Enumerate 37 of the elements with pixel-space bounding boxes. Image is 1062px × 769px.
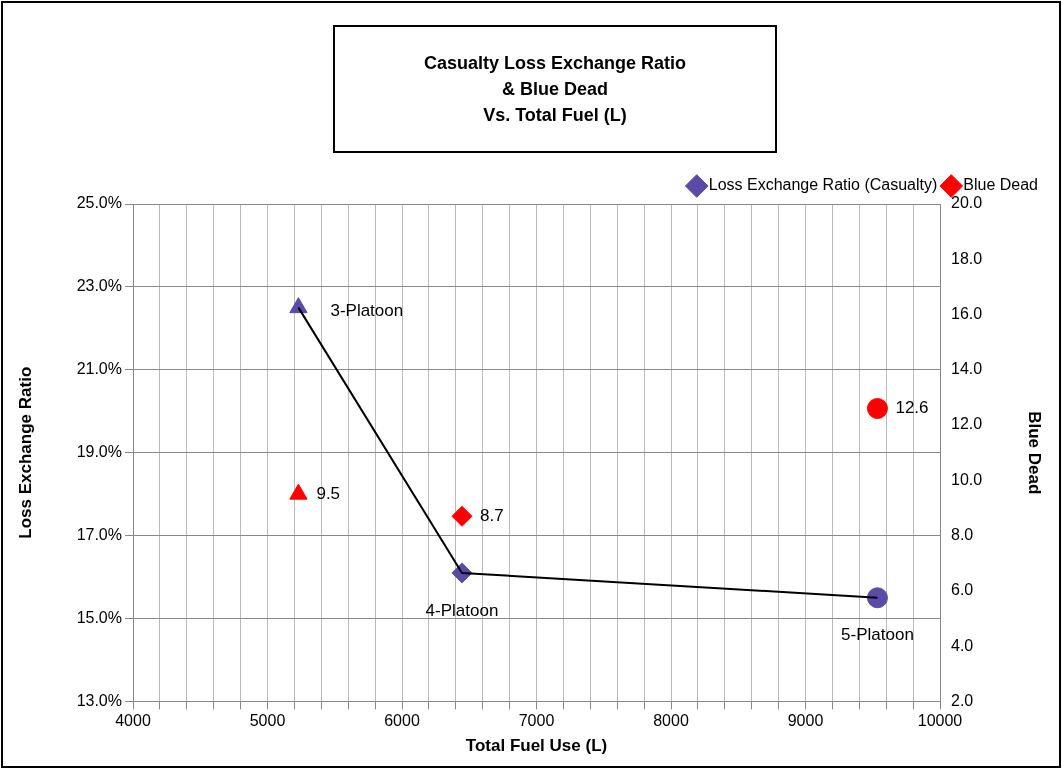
chart-title: Casualty Loss Exchange Ratio & Blue Dead Vs. Total Fuel (L) [333, 25, 777, 153]
y-tick-label: 17.0% [76, 526, 122, 544]
y2-axis-title: Blue Dead [1025, 411, 1045, 495]
annotation: 5-Platoon [841, 625, 914, 645]
y2-tick-label: 2.0 [951, 691, 974, 709]
x-tick-label: 10000 [917, 712, 963, 730]
y2-tick-label: 18.0 [951, 249, 983, 267]
y-axis-title: Loss Exchange Ratio [15, 366, 35, 539]
x-tick-label: 8000 [653, 712, 689, 730]
y2-tick-label: 4.0 [951, 636, 974, 654]
y-tick-label: 23.0% [76, 277, 122, 295]
annotation: 3-Platoon [330, 301, 404, 321]
x-tick-label: 9000 [787, 712, 824, 730]
y2-tick-label: 14.0 [951, 360, 983, 378]
y2-tick-label: 12.0 [951, 415, 983, 433]
y2-tick-label: 16.0 [951, 304, 983, 322]
data-label: 12.6 [895, 398, 929, 418]
x-tick-label: 7000 [518, 712, 555, 730]
y2-tick-label: 6.0 [951, 581, 974, 599]
y-tick-label: 25.0% [76, 194, 122, 212]
y-tick-label: 19.0% [76, 443, 122, 461]
y2-tick-label: 8.0 [951, 526, 974, 544]
data-label: 9.5 [316, 483, 341, 503]
y-tick-label: 15.0% [76, 608, 122, 626]
y-tick-label: 21.0% [76, 360, 122, 378]
annotation: 4-Platoon [425, 600, 499, 620]
x-axis-title: Total Fuel Use (L) [465, 736, 608, 756]
data-label: 8.7 [479, 505, 504, 525]
legend-label: Loss Exchange Ratio (Casualty) [708, 176, 938, 194]
x-tick-label: 6000 [384, 712, 420, 730]
y2-tick-label: 10.0 [951, 470, 983, 488]
y-tick-label: 13.0% [76, 691, 122, 709]
x-tick-label: 5000 [249, 712, 286, 730]
x-tick-label: 4000 [115, 712, 151, 730]
legend-label: Blue Dead [963, 176, 1038, 194]
point [866, 587, 888, 609]
y2-tick-label: 20.0 [951, 194, 983, 212]
